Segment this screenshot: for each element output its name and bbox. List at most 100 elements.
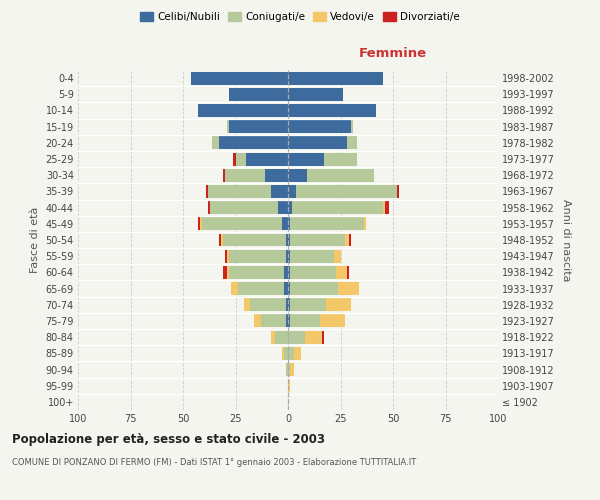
Bar: [349, 234, 351, 246]
Bar: [277, 201, 288, 214]
Bar: [288, 314, 290, 328]
Bar: [286, 298, 288, 311]
Bar: [288, 88, 343, 101]
Bar: [288, 218, 290, 230]
Bar: [271, 185, 288, 198]
Bar: [296, 185, 397, 198]
Bar: [288, 72, 383, 85]
Text: Popolazione per età, sesso e stato civile - 2003: Popolazione per età, sesso e stato civil…: [12, 432, 325, 446]
Bar: [286, 234, 288, 246]
Bar: [227, 250, 229, 262]
Bar: [288, 152, 324, 166]
Bar: [288, 169, 307, 181]
Bar: [229, 88, 288, 101]
Bar: [238, 282, 284, 295]
Bar: [260, 314, 286, 328]
Bar: [345, 234, 349, 246]
Bar: [265, 169, 288, 181]
Y-axis label: Fasce di età: Fasce di età: [30, 207, 40, 273]
Bar: [290, 266, 337, 279]
Bar: [191, 72, 288, 85]
Bar: [282, 218, 288, 230]
Bar: [223, 169, 225, 181]
Bar: [212, 136, 218, 149]
Bar: [206, 185, 208, 198]
Bar: [288, 136, 347, 149]
Bar: [288, 185, 296, 198]
Bar: [200, 218, 202, 230]
Bar: [351, 120, 353, 133]
Y-axis label: Anni di nascita: Anni di nascita: [560, 198, 571, 281]
Bar: [227, 120, 229, 133]
Bar: [232, 282, 238, 295]
Bar: [290, 282, 338, 295]
Bar: [288, 201, 292, 214]
Bar: [229, 120, 288, 133]
Bar: [271, 330, 275, 344]
Bar: [208, 201, 210, 214]
Bar: [233, 152, 235, 166]
Bar: [295, 347, 301, 360]
Bar: [290, 363, 295, 376]
Bar: [290, 234, 345, 246]
Bar: [284, 282, 288, 295]
Bar: [198, 218, 200, 230]
Bar: [286, 314, 288, 328]
Bar: [208, 185, 271, 198]
Bar: [225, 169, 265, 181]
Text: Femmine: Femmine: [359, 47, 427, 60]
Bar: [290, 314, 320, 328]
Bar: [286, 250, 288, 262]
Bar: [288, 104, 376, 117]
Bar: [320, 314, 344, 328]
Bar: [229, 250, 286, 262]
Bar: [225, 250, 227, 262]
Bar: [364, 218, 366, 230]
Bar: [250, 298, 286, 311]
Bar: [326, 298, 351, 311]
Bar: [322, 330, 324, 344]
Bar: [383, 201, 385, 214]
Bar: [288, 266, 290, 279]
Bar: [223, 266, 227, 279]
Bar: [284, 266, 288, 279]
Bar: [337, 266, 347, 279]
Legend: Celibi/Nubili, Coniugati/e, Vedovi/e, Divorziati/e: Celibi/Nubili, Coniugati/e, Vedovi/e, Di…: [136, 8, 464, 26]
Bar: [254, 314, 260, 328]
Bar: [290, 218, 364, 230]
Bar: [288, 120, 351, 133]
Bar: [307, 169, 374, 181]
Bar: [290, 298, 326, 311]
Bar: [305, 330, 322, 344]
Bar: [221, 234, 223, 246]
Bar: [229, 266, 284, 279]
Bar: [282, 347, 284, 360]
Bar: [244, 298, 250, 311]
Bar: [324, 152, 358, 166]
Bar: [288, 330, 305, 344]
Bar: [286, 363, 288, 376]
Bar: [198, 104, 288, 117]
Text: COMUNE DI PONZANO DI FERMO (FM) - Dati ISTAT 1° gennaio 2003 - Elaborazione TUTT: COMUNE DI PONZANO DI FERMO (FM) - Dati I…: [12, 458, 416, 467]
Bar: [202, 218, 282, 230]
Bar: [246, 152, 288, 166]
Bar: [288, 379, 290, 392]
Bar: [385, 201, 389, 214]
Bar: [275, 330, 288, 344]
Bar: [347, 136, 358, 149]
Bar: [284, 347, 288, 360]
Bar: [347, 266, 349, 279]
Bar: [227, 266, 229, 279]
Bar: [288, 250, 290, 262]
Bar: [288, 363, 290, 376]
Bar: [235, 152, 246, 166]
Bar: [288, 347, 295, 360]
Bar: [397, 185, 400, 198]
Bar: [292, 201, 383, 214]
Bar: [290, 250, 334, 262]
Bar: [334, 250, 341, 262]
Bar: [338, 282, 359, 295]
Bar: [288, 282, 290, 295]
Bar: [210, 201, 277, 214]
Bar: [288, 298, 290, 311]
